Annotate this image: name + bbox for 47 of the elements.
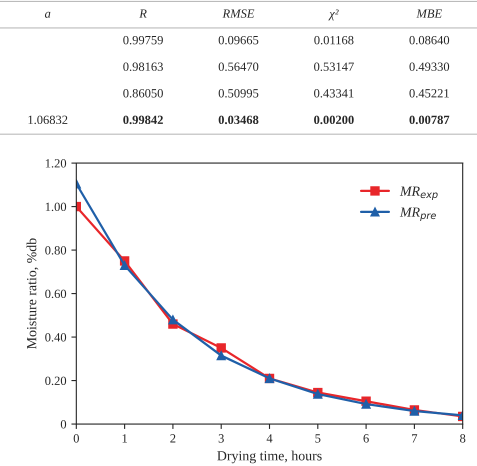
y-tick-label: 0.20 <box>45 376 66 386</box>
y-tick-label: 0.40 <box>45 333 66 342</box>
x-axis-title: Drying time, hours <box>217 450 322 464</box>
category-label: RMSE <box>222 9 254 18</box>
point <box>361 399 371 409</box>
legend-label: MR$_{exp}$ <box>400 186 438 200</box>
text: 0.01168 <box>314 36 354 44</box>
text: 0.03468 <box>218 116 258 124</box>
text: 0.50995 <box>218 89 258 98</box>
x-tick-label: 6 <box>364 434 369 443</box>
text: 0.08640 <box>409 36 450 44</box>
x-tick-label: 8 <box>460 434 466 443</box>
point <box>120 260 130 270</box>
x-tick-label: 1 <box>122 434 127 442</box>
y-tick-label: 0.60 <box>45 290 66 298</box>
text: 0.45221 <box>409 89 449 98</box>
category-label: a <box>44 12 50 18</box>
text: 0.00787 <box>409 116 450 124</box>
category-label: χ² <box>328 9 339 20</box>
text: 0.43341 <box>314 89 354 98</box>
text: 0.98163 <box>123 62 163 71</box>
category-label: R <box>139 10 147 18</box>
text: 0.09665 <box>218 36 258 44</box>
x-tick-label: 5 <box>315 434 320 443</box>
text: 0.86050 <box>123 89 163 98</box>
x-tick-label: 2 <box>170 434 176 442</box>
point <box>168 314 178 324</box>
text: 0.53147 <box>314 62 354 71</box>
text: 1.06832 <box>28 116 68 124</box>
text: 0.99759 <box>123 36 163 44</box>
x-tick-label: 7 <box>412 434 418 442</box>
point <box>216 343 226 353</box>
x-tick-label: 0 <box>74 434 79 443</box>
text: 0.49330 <box>409 62 450 71</box>
point <box>216 350 226 360</box>
text: 0.56470 <box>218 62 258 71</box>
y-tick-label: 0.80 <box>45 246 66 255</box>
y-tick-label: 0 <box>60 420 66 429</box>
text: 0.99842 <box>123 116 163 124</box>
text: 0.00200 <box>314 116 354 124</box>
legend-label: MR$_{pre}$ <box>400 208 436 221</box>
category-label: MBE <box>416 10 442 18</box>
y-tick-label: 1.20 <box>46 159 66 168</box>
y-tick-label: 1.00 <box>46 202 66 212</box>
x-tick-label: 3 <box>218 434 224 443</box>
y-axis-title: Moisture ratio, %db <box>26 238 38 349</box>
x-tick-label: 4 <box>266 434 272 442</box>
